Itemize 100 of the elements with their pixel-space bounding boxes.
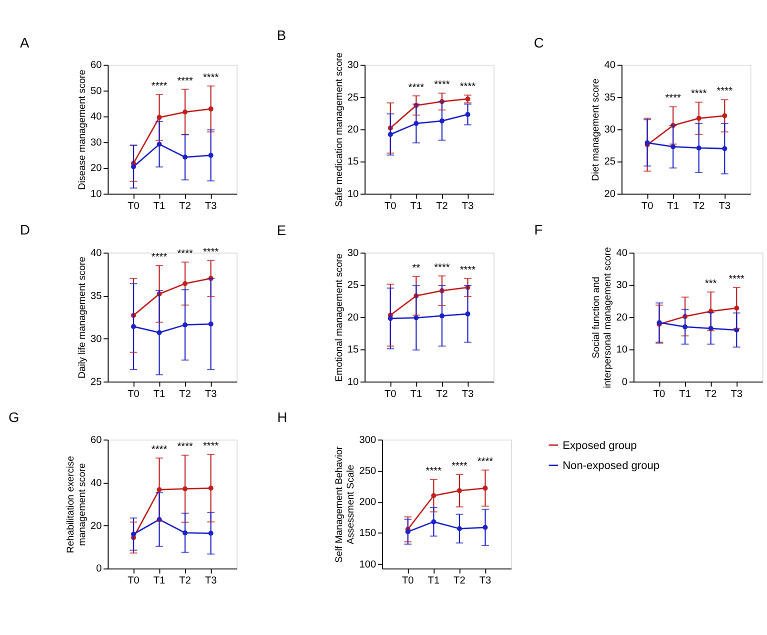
y-tick-label: 15 (347, 344, 360, 356)
x-tick-label: T0 (384, 200, 397, 212)
x-tick-label: T1 (428, 576, 440, 587)
annotation: **** (728, 274, 745, 285)
y-tick-label: 25 (90, 376, 102, 388)
x-tick-label: T1 (667, 200, 680, 212)
x-tick-label: T3 (462, 200, 474, 212)
y-tick-label: 10 (616, 344, 628, 356)
chart-title: G (8, 409, 20, 426)
chart-title: D (20, 222, 30, 238)
chart-title: A (20, 34, 30, 50)
x-tick-label: T0 (653, 388, 666, 400)
y-axis-title: Rehabilitation exercise management score (65, 456, 88, 554)
x-tick-label: T3 (204, 388, 218, 400)
y-tick-label: 40 (90, 112, 102, 123)
y-tick-label: 20 (347, 124, 360, 136)
legend-label: Non-exposed group (562, 460, 660, 472)
y-tick-label: 300 (359, 434, 377, 446)
y-tick-label: 30 (347, 60, 360, 72)
y-tick-label: 10 (90, 188, 102, 200)
annotation: **** (426, 466, 442, 477)
x-tick-label: T2 (692, 200, 706, 212)
x-tick-label: T3 (479, 576, 492, 587)
annotation: **** (452, 460, 468, 472)
y-tick-label: 20 (347, 312, 360, 324)
y-tick-label: 40 (90, 478, 102, 489)
x-tick-label: T2 (179, 200, 192, 212)
x-tick-label: T1 (153, 200, 166, 212)
y-axis-title: Self Management Behavior Assessment Scale (334, 445, 357, 563)
annotation: **** (434, 262, 450, 274)
annotation: **** (151, 252, 168, 264)
y-tick-label: 100 (359, 559, 377, 570)
chart-title: H (277, 409, 288, 426)
x-tick-label: T1 (679, 388, 692, 400)
y-tick-label: 35 (90, 290, 102, 302)
y-tick-label: 25 (347, 92, 360, 104)
annotation: **** (690, 88, 707, 100)
annotation: ** (412, 263, 420, 274)
legend-label: Exposed group (562, 440, 637, 452)
y-tick-label: 20 (616, 312, 628, 324)
chart-title: E (276, 222, 286, 238)
y-tick-label: 30 (90, 334, 102, 345)
annotation: **** (434, 80, 450, 91)
annotation: **** (177, 248, 193, 260)
y-axis-title: Safe medication management score (334, 52, 345, 208)
x-tick-label: T1 (153, 388, 166, 400)
y-tick-label: 30 (347, 248, 360, 259)
chart-title: B (276, 26, 286, 43)
x-tick-label: T1 (153, 576, 166, 587)
annotation: **** (408, 82, 424, 94)
x-tick-label: T1 (410, 200, 422, 212)
y-tick-label: 150 (359, 528, 377, 540)
y-tick-label: 40 (616, 248, 628, 259)
x-tick-label: T0 (128, 200, 140, 212)
y-tick-label: 20 (90, 163, 102, 174)
x-tick-label: T2 (454, 576, 466, 587)
x-tick-label: T2 (179, 576, 192, 587)
y-tick-label: 25 (604, 156, 616, 168)
annotation: **** (202, 440, 219, 452)
y-tick-label: 25 (347, 280, 360, 292)
y-tick-label: 10 (347, 376, 360, 388)
x-tick-label: T2 (436, 388, 448, 400)
annotation: **** (665, 93, 682, 104)
x-tick-label: T3 (730, 388, 743, 400)
y-tick-label: 60 (90, 60, 102, 72)
x-tick-label: T0 (128, 576, 140, 587)
x-tick-label: T0 (128, 388, 140, 400)
annotation: **** (151, 444, 168, 456)
x-tick-label: T0 (402, 576, 414, 587)
x-tick-label: T0 (641, 200, 654, 212)
y-axis-title: Emotional management score (334, 253, 345, 382)
y-tick-label: 40 (90, 248, 102, 259)
y-tick-label: 40 (604, 60, 616, 72)
y-tick-label: 20 (90, 520, 102, 532)
y-tick-label: 10 (347, 188, 360, 200)
y-tick-label: 30 (90, 137, 102, 148)
annotation: **** (202, 72, 219, 84)
x-tick-label: T3 (204, 200, 218, 212)
y-axis-title: Diet management score (590, 78, 602, 182)
y-tick-label: 15 (347, 156, 360, 168)
annotation: **** (202, 246, 219, 258)
x-tick-label: T3 (718, 200, 731, 212)
annotation: **** (177, 76, 193, 87)
annotation: **** (716, 86, 733, 98)
x-tick-label: T3 (204, 576, 218, 587)
y-tick-label: 30 (616, 280, 628, 292)
annotation: **** (460, 264, 476, 276)
annotation: *** (704, 278, 717, 290)
x-tick-label: T1 (410, 388, 422, 400)
y-tick-label: 250 (359, 466, 377, 477)
x-tick-label: T0 (384, 388, 397, 400)
x-tick-label: T2 (704, 388, 718, 400)
y-axis-title: Daily life management score (76, 256, 88, 379)
y-axis-title: Social function and interpersonal management score (591, 247, 614, 388)
x-tick-label: T2 (179, 388, 192, 400)
annotation: **** (477, 456, 494, 468)
y-tick-label: 35 (604, 92, 616, 104)
y-tick-label: 0 (622, 376, 628, 388)
annotation: **** (177, 442, 193, 453)
y-tick-label: 60 (90, 434, 102, 446)
